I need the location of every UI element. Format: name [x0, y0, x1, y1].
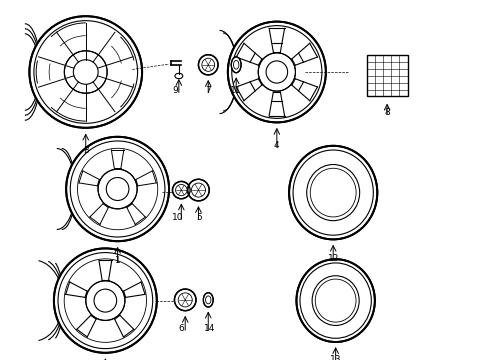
Ellipse shape	[296, 259, 375, 342]
Text: 14: 14	[203, 324, 215, 333]
Text: 1: 1	[115, 256, 121, 265]
Text: 6: 6	[178, 324, 184, 333]
Ellipse shape	[98, 169, 137, 209]
Text: 12: 12	[327, 254, 339, 263]
Text: 10: 10	[172, 213, 183, 222]
Ellipse shape	[203, 293, 213, 307]
Text: 8: 8	[384, 108, 390, 117]
Text: 11: 11	[230, 86, 242, 95]
Ellipse shape	[198, 55, 218, 75]
Ellipse shape	[54, 248, 157, 353]
Ellipse shape	[188, 179, 209, 201]
Ellipse shape	[172, 181, 190, 199]
Ellipse shape	[258, 53, 295, 91]
Text: 3: 3	[83, 146, 89, 155]
Ellipse shape	[231, 57, 241, 73]
Text: 9: 9	[172, 86, 178, 95]
Ellipse shape	[29, 16, 142, 128]
Ellipse shape	[174, 289, 196, 311]
Text: 13: 13	[330, 355, 342, 360]
Ellipse shape	[64, 51, 107, 93]
Bar	[367, 55, 408, 96]
Ellipse shape	[289, 146, 377, 239]
Text: 7: 7	[205, 86, 211, 95]
Text: 5: 5	[196, 213, 202, 222]
Ellipse shape	[86, 281, 125, 320]
Text: 4: 4	[274, 141, 280, 150]
Ellipse shape	[66, 137, 169, 241]
Ellipse shape	[228, 22, 326, 122]
